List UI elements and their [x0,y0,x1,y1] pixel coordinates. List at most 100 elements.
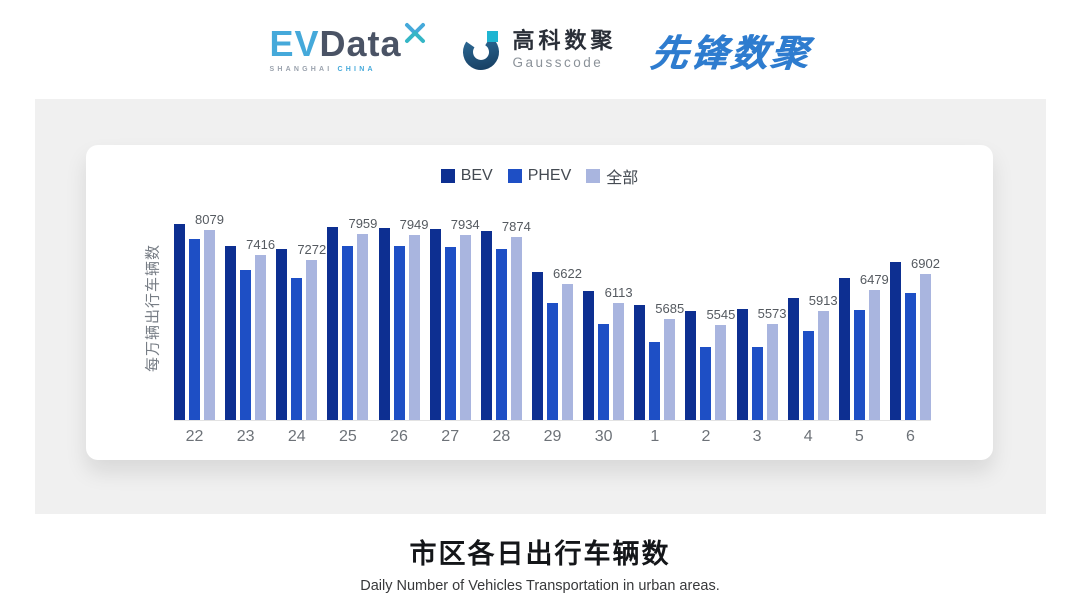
bar-group: 5685 [634,301,684,420]
value-label: 6479 [859,271,889,287]
bar-group: 7934 [429,217,480,420]
bar-BEV[interactable] [429,228,441,420]
x-tick-label: 29 [543,428,562,445]
bar-group: 6622 [531,266,582,420]
bar-全部[interactable]: 6479 [860,272,889,420]
bar-BEV[interactable] [378,227,390,420]
chart-caption: 市区各日出行车辆数 Daily Number of Vehicles Trans… [0,532,1080,594]
bar-group: 6113 [583,285,633,420]
gausscode-icon [462,30,499,70]
bar-BEV[interactable] [838,277,850,420]
legend-label: BEV [460,167,493,184]
bar-全部[interactable]: 6902 [911,256,940,420]
gausscode-logo: 高科数聚 Gausscode [460,28,617,72]
plot-area: 8079 7416 7272 7959 7949 7934 7874 6622 6113 5685… [174,195,940,421]
bar-全部[interactable]: 7949 [400,217,429,420]
bar-全部[interactable]: 7416 [246,237,275,420]
value-label: 6113 [604,285,633,301]
bar-全部[interactable]: 7959 [348,216,377,420]
bar-PHEV[interactable] [853,309,865,420]
bar-PHEV[interactable] [546,303,558,420]
bar-全部[interactable]: 6113 [605,285,633,420]
bar-PHEV[interactable] [751,347,763,420]
bar-全部[interactable]: 5573 [758,306,787,420]
value-label: 7959 [348,216,378,232]
value-label: 6622 [553,266,582,282]
x-tick-label: 27 [441,428,460,445]
bar-BEV[interactable] [531,272,543,420]
evdata-star-icon [404,23,425,43]
chart-subtitle: Daily Number of Vehicles Transportation … [360,578,720,594]
x-tick-label: 25 [339,428,357,445]
bar-group: 5545 [685,307,735,420]
bar-PHEV[interactable] [444,247,456,420]
gausscode-name-cn: 高科数聚 [512,28,617,54]
legend-item-全部[interactable]: 全部 [586,164,638,188]
bar-BEV[interactable] [174,224,185,420]
legend-swatch-icon [586,169,601,183]
bar-PHEV[interactable] [291,278,303,420]
x-tick-label: 22 [185,428,204,445]
bar-全部[interactable]: 5545 [706,307,735,420]
evdata-logo-ev: EV [269,23,320,64]
bar-PHEV[interactable] [598,324,610,420]
x-tick-label: 26 [390,428,408,445]
bar-group: 7949 [378,217,429,420]
bar-全部[interactable]: 7934 [451,217,480,420]
bar-BEV[interactable] [634,304,646,420]
bar-PHEV[interactable] [240,270,252,420]
bar-PHEV[interactable] [802,331,814,420]
x-tick-label: 28 [492,428,511,445]
bar-PHEV[interactable] [700,346,712,420]
bar-PHEV[interactable] [649,341,661,420]
bar-PHEV[interactable] [495,249,507,420]
bar-group: 7416 [225,237,275,420]
value-label: 8079 [195,211,224,227]
x-axis-ticks: 22 23 24 25 26 27 28 29 30 1 2 3 4 5 6 [174,428,931,446]
bar-PHEV[interactable] [393,246,405,420]
bar-全部[interactable]: 5913 [809,293,838,420]
value-label: 5685 [655,301,685,317]
bar-PHEV[interactable] [904,292,916,420]
x-tick-label: 30 [594,428,613,445]
chart-legend: BEV PHEV 全部 [86,164,993,188]
bar-group: 6479 [838,272,889,420]
header-logos: EV Data SHANGHAI CHINA 高科数聚 Gauss [0,0,1080,99]
legend-item-BEV[interactable]: BEV [440,167,493,185]
value-label: 7934 [450,217,480,233]
bar-BEV[interactable] [889,262,901,420]
evdata-logo-caption: SHANGHAI CHINA [269,66,376,73]
chart-title: 市区各日出行车辆数 [409,539,671,569]
bar-BEV[interactable] [583,290,595,420]
bar-全部[interactable]: 8079 [195,212,224,420]
x-tick-label: 24 [287,428,306,445]
bar-group: 7959 [327,216,377,420]
bar-全部[interactable]: 7874 [502,219,531,420]
bar-全部[interactable]: 6622 [553,266,582,420]
bar-group: 5573 [736,306,787,420]
value-label: 6902 [911,255,940,271]
bar-BEV[interactable] [736,309,748,420]
legend-label: 全部 [606,170,639,187]
bar-全部[interactable]: 7272 [297,242,326,420]
bar-BEV[interactable] [327,227,339,420]
value-label: 7272 [297,241,327,257]
legend-swatch-icon [507,169,522,183]
bar-BEV[interactable] [787,298,799,420]
bar-BEV[interactable] [276,248,288,420]
bar-group: 5913 [787,293,838,420]
chart-card: BEV PHEV 全部 每万辆出行车辆数 8079 7416 7272 7959 7949 7… [86,145,993,460]
bar-全部[interactable]: 5685 [655,301,684,420]
legend-item-PHEV[interactable]: PHEV [507,167,571,185]
x-tick-label: 3 [752,428,762,445]
bar-BEV[interactable] [480,231,492,420]
y-axis-label: 每万辆出行车辆数 [144,243,162,373]
bar-BEV[interactable] [685,310,697,420]
x-tick-label: 2 [701,428,711,445]
bar-PHEV[interactable] [342,245,354,420]
x-tick-label: 23 [236,428,255,445]
bar-BEV[interactable] [225,245,237,420]
bar-PHEV[interactable] [189,239,200,420]
value-label: 7949 [399,216,429,232]
